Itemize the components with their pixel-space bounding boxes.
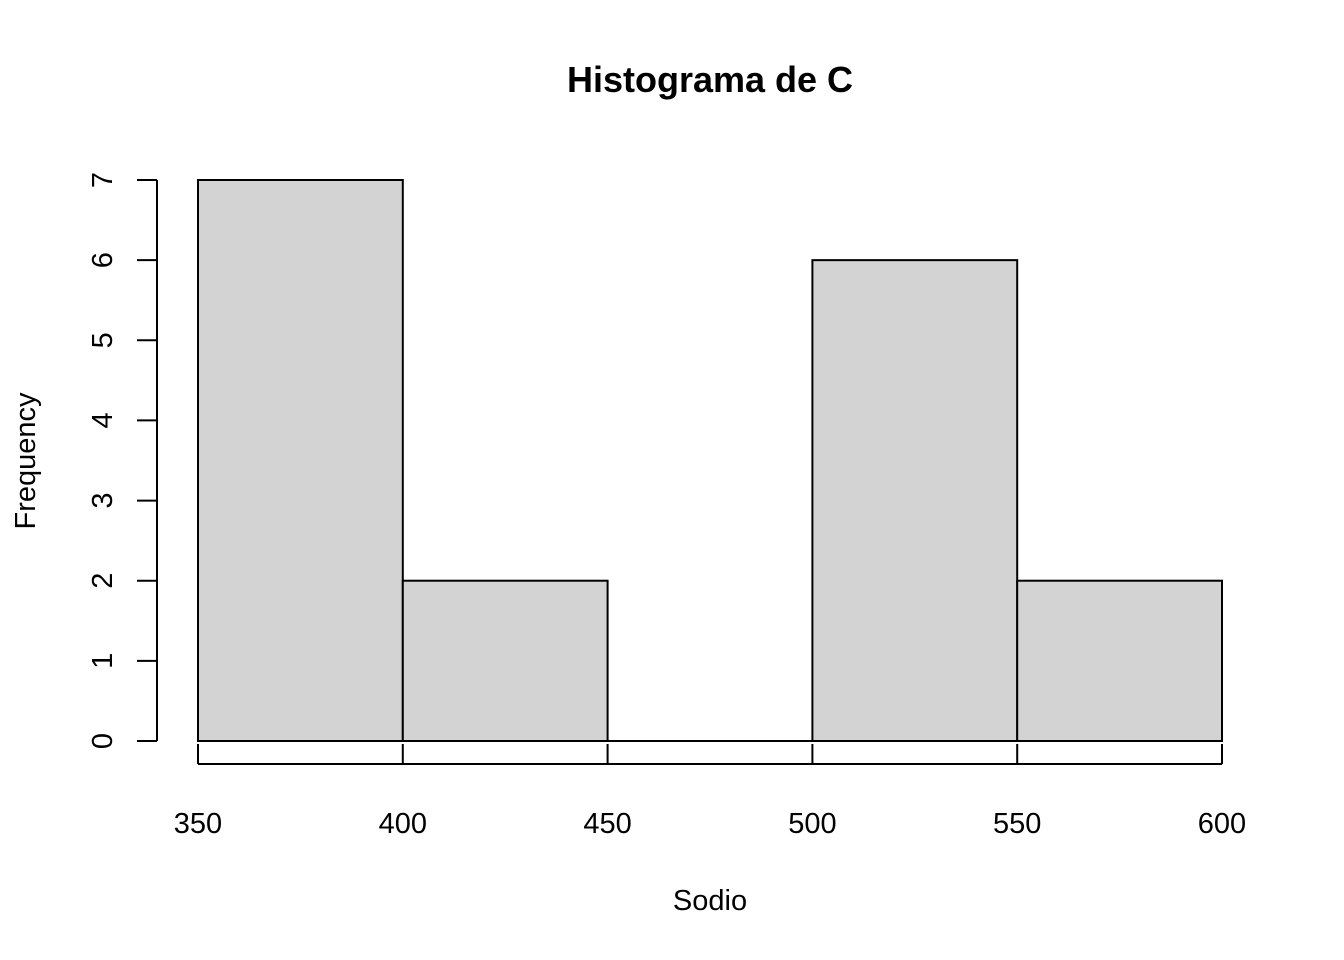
y-tick-label: 7	[87, 172, 119, 188]
y-tick-label: 4	[87, 412, 119, 428]
histogram-bar	[1016, 579, 1224, 743]
x-tick-label: 400	[379, 808, 427, 840]
x-axis: 350 400 450 500 550 600	[174, 744, 1246, 840]
x-tick-label: 350	[174, 808, 222, 840]
x-tick-label: 600	[1198, 808, 1246, 840]
y-tick-label: 2	[87, 573, 119, 589]
histogram-bar	[197, 179, 404, 742]
y-tick-label: 1	[87, 653, 119, 669]
x-tick-label: 450	[583, 808, 631, 840]
y-axis-label: Frequency	[10, 392, 42, 530]
chart-title: Histograma de C	[567, 59, 853, 100]
y-tick-label: 0	[87, 733, 119, 749]
x-axis-label: Sodio	[673, 885, 747, 917]
histogram-bar	[811, 259, 1019, 742]
x-tick-label: 500	[788, 808, 836, 840]
histogram-bar	[401, 579, 609, 743]
x-tick-label: 550	[993, 808, 1041, 840]
y-axis: 0 1 2 3 4 5 6 7	[87, 172, 158, 749]
y-tick-label: 6	[87, 252, 119, 268]
bars-layer	[197, 179, 1224, 743]
y-tick-label: 3	[87, 493, 119, 509]
y-tick-label: 5	[87, 332, 119, 348]
